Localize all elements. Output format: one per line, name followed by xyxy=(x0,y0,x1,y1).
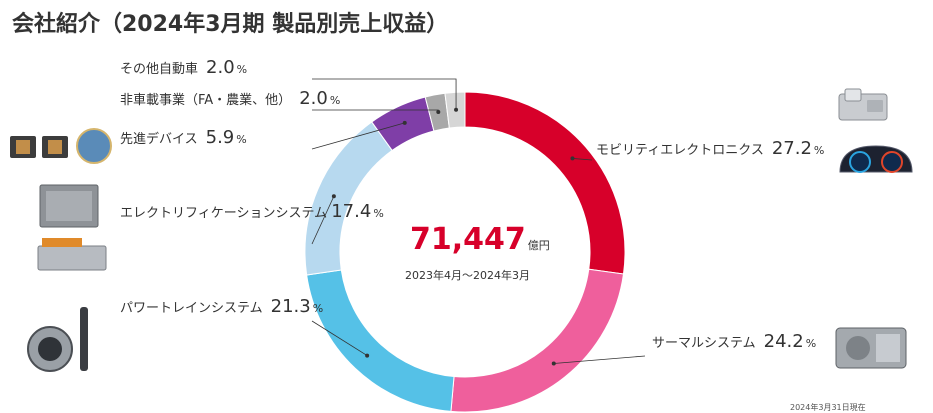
semiconductor-wafer-icon xyxy=(10,128,112,164)
slice-label-unit: % xyxy=(373,207,384,220)
slice-label-unit: % xyxy=(312,302,324,315)
leader-line-powertrain-systems xyxy=(311,320,368,356)
slice-label-value: 21.3 xyxy=(270,296,311,317)
slice-label-unit: % xyxy=(813,144,825,157)
slice-label-name: エレクトリフィケーションシステム xyxy=(120,206,328,221)
power-control-unit-icon xyxy=(39,184,99,228)
leader-dot-powertrain-systems xyxy=(365,353,370,358)
total-revenue-number: 71,447 xyxy=(410,222,526,257)
label-mobility-electronics: モビリティエレクトロニクス 27.2% xyxy=(596,138,824,159)
slice-label-name: サーマルシステム xyxy=(652,336,756,351)
leader-line-mobility-electronics xyxy=(572,158,593,161)
label-electrification-systems: エレクトリフィケーションシステム 17.4% xyxy=(120,201,384,223)
label-powertrain-systems: パワートレインシステム 21.3% xyxy=(120,296,323,317)
slice-label-name: パワートレインシステム xyxy=(120,301,263,316)
label-other-automotive: その他自動車 2.0% xyxy=(120,57,247,78)
label-non-automotive: 非車載事業（FA・農業、他） 2.0% xyxy=(120,88,340,109)
page-title: 会社紹介（2024年3月期 製品別売上収益） xyxy=(12,12,449,37)
slice-label-value: 2.0 xyxy=(299,88,328,109)
as-of-date: 2024年3月31日現在 xyxy=(790,403,866,412)
label-advanced-devices: 先進デバイス 5.9% xyxy=(120,127,247,148)
throttle-body-injector-icon xyxy=(27,307,88,372)
leader-line-thermal-systems xyxy=(553,355,646,364)
slice-label-value: 5.9 xyxy=(205,127,235,148)
leader-dot-other-automotive xyxy=(454,107,459,112)
leader-dot-advanced-devices xyxy=(402,120,407,125)
leader-dot-mobility-electronics xyxy=(570,156,575,161)
label-thermal-systems: サーマルシステム 24.2% xyxy=(652,331,816,352)
slice-thermal-systems xyxy=(450,268,625,413)
leader-line-other-automotive xyxy=(312,78,457,110)
leader-lines xyxy=(311,78,646,366)
inverter-module-icon xyxy=(838,88,888,121)
slice-label-name: その他自動車 xyxy=(120,62,199,77)
slice-label-name: 非車載事業（FA・農業、他） xyxy=(120,93,292,108)
leader-line-advanced-devices xyxy=(311,122,405,150)
total-revenue-unit: 億円 xyxy=(527,239,550,252)
slice-label-unit: % xyxy=(236,63,248,76)
slice-label-unit: % xyxy=(805,337,817,350)
slice-label-value: 17.4 xyxy=(331,201,372,222)
hvac-unit-icon xyxy=(835,327,907,369)
slice-label-value: 24.2 xyxy=(763,331,804,352)
leader-line-electrification-systems xyxy=(311,196,335,245)
instrument-cluster-icon xyxy=(839,145,913,173)
slice-label-name: モビリティエレクトロニクス xyxy=(596,143,764,158)
total-revenue-value: 71,447 億円 xyxy=(410,222,550,257)
slice-electrification-systems xyxy=(304,121,393,276)
leader-dot-non-automotive xyxy=(436,110,441,115)
leader-dot-electrification-systems xyxy=(331,194,336,199)
slice-label-unit: % xyxy=(236,133,247,146)
slice-powertrain-systems xyxy=(306,269,455,412)
slice-label-name: 先進デバイス xyxy=(120,132,198,147)
slice-label-unit: % xyxy=(329,94,341,107)
leader-dot-thermal-systems xyxy=(551,361,556,366)
battery-pack-icon xyxy=(37,238,107,271)
slice-label-value: 2.0 xyxy=(206,57,235,78)
fiscal-period: 2023年4月～2024年3月 xyxy=(405,269,530,282)
slice-label-value: 27.2 xyxy=(771,138,812,159)
